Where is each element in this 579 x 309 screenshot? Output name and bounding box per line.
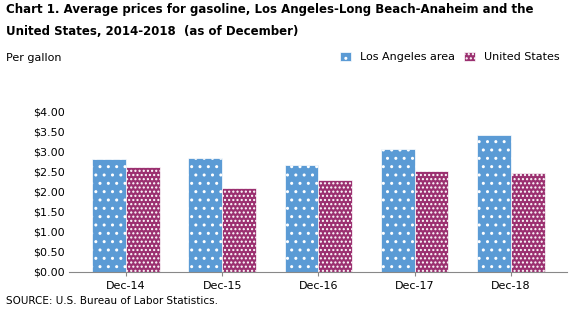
Bar — [381, 149, 415, 272]
Bar — [318, 180, 352, 272]
Bar — [126, 167, 160, 272]
Text: Chart 1. Average prices for gasoline, Los Angeles-Long Beach-Anaheim and the: Chart 1. Average prices for gasoline, Lo… — [6, 3, 533, 16]
Bar — [222, 188, 256, 272]
Text: United States, 2014-2018  (as of December): United States, 2014-2018 (as of December… — [6, 25, 298, 38]
Bar — [477, 135, 511, 272]
Bar — [188, 158, 222, 272]
Bar — [511, 173, 545, 272]
Legend: Los Angeles area, United States: Los Angeles area, United States — [338, 49, 562, 64]
Text: Per gallon: Per gallon — [6, 53, 61, 62]
Bar — [415, 171, 449, 272]
Bar — [285, 165, 318, 272]
Text: SOURCE: U.S. Bureau of Labor Statistics.: SOURCE: U.S. Bureau of Labor Statistics. — [6, 296, 218, 306]
Bar — [92, 159, 126, 272]
